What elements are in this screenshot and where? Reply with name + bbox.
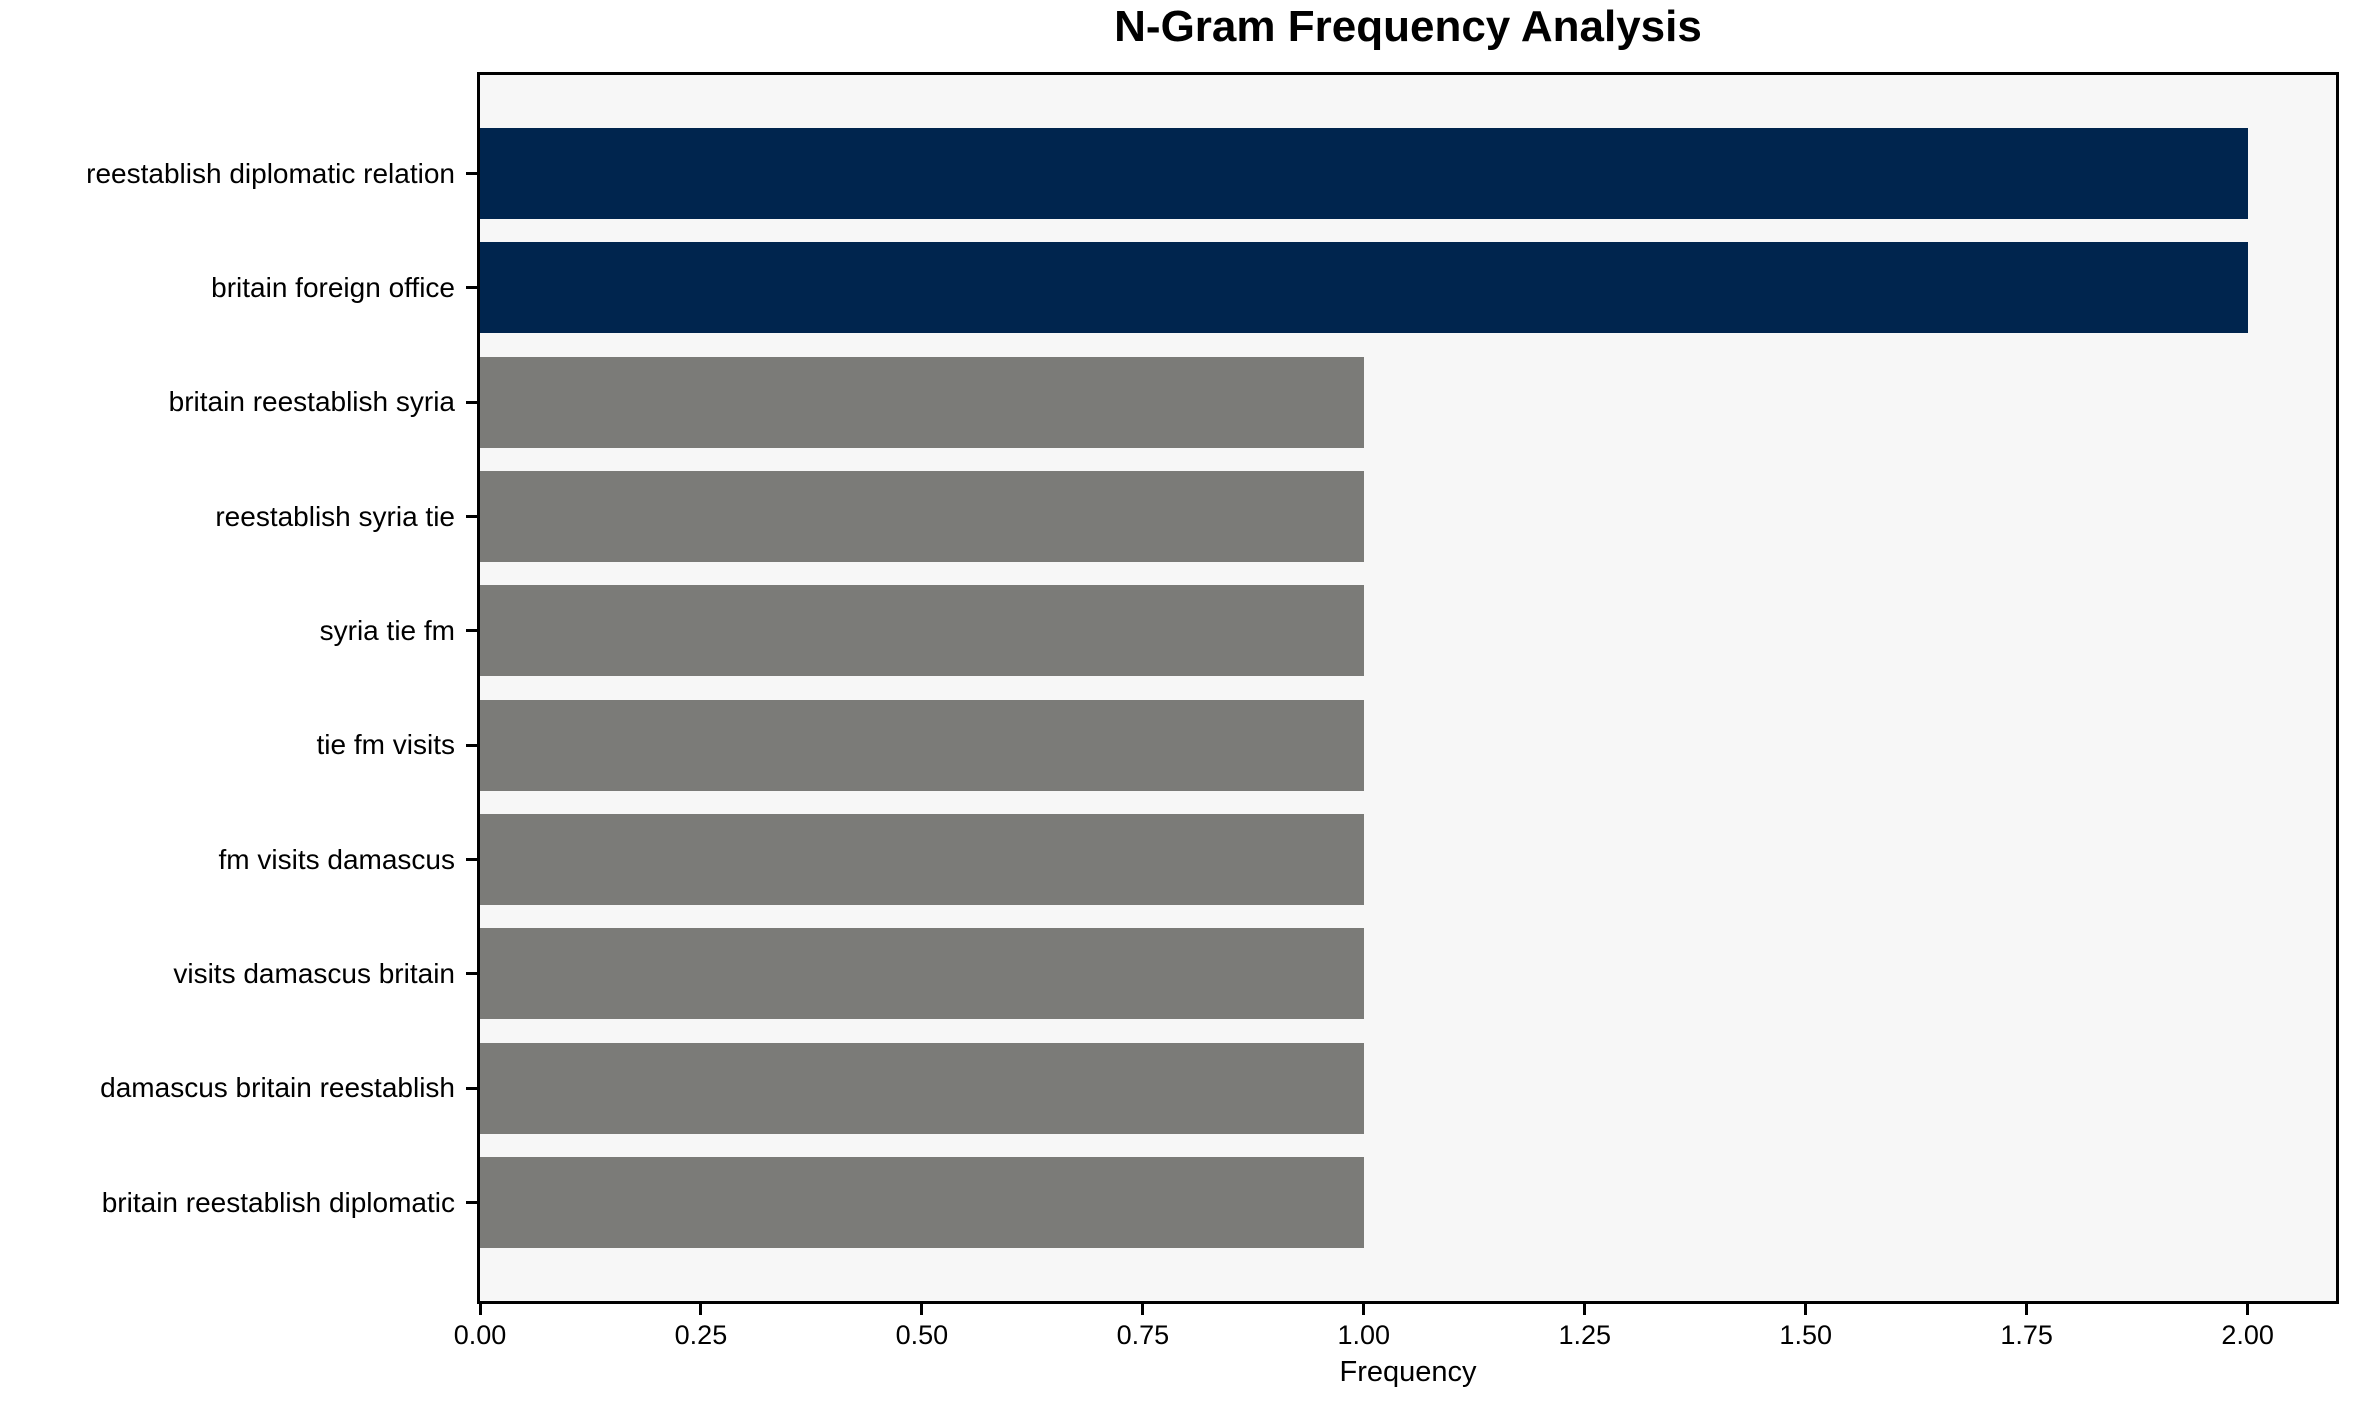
- x-tick-label: 0.75: [1116, 1320, 1170, 1350]
- y-tick-label: britain reestablish syria: [168, 386, 455, 418]
- x-tick-label: 1.25: [1558, 1320, 1612, 1350]
- y-tick-mark: [466, 629, 477, 633]
- bar: [480, 128, 2248, 219]
- x-tick-label: 1.75: [2000, 1320, 2053, 1350]
- x-tick-mark: [920, 1302, 924, 1315]
- bar: [480, 1157, 1364, 1248]
- x-tick-label: 0.00: [453, 1320, 507, 1350]
- y-tick-mark: [466, 400, 477, 404]
- x-tick-mark: [2246, 1302, 2250, 1315]
- y-tick-label: visits damascus britain: [173, 957, 455, 989]
- bar: [480, 1042, 1364, 1134]
- y-tick-mark: [466, 515, 477, 518]
- chart-title: N-Gram Frequency Analysis: [1114, 2, 1702, 51]
- bar: [480, 585, 1364, 677]
- x-tick-mark: [1141, 1302, 1145, 1315]
- bar: [480, 928, 1364, 1020]
- x-tick-label: 2.00: [2221, 1320, 2274, 1350]
- y-tick-label: damascus britain reestablish: [100, 1072, 455, 1104]
- bar: [480, 814, 1364, 905]
- y-tick-mark: [466, 972, 477, 976]
- x-tick-label: 1.50: [1779, 1320, 1832, 1350]
- x-tick-mark: [478, 1302, 482, 1315]
- x-tick-mark: [1804, 1302, 1808, 1315]
- y-tick-mark: [466, 743, 477, 747]
- x-tick-label: 0.25: [674, 1320, 728, 1350]
- bar: [480, 242, 2248, 334]
- bar: [480, 471, 1364, 562]
- y-tick-label: tie fm visits: [316, 729, 455, 761]
- x-tick-mark: [1583, 1302, 1587, 1315]
- bar: [480, 356, 1364, 448]
- y-tick-label: reestablish syria tie: [215, 500, 455, 532]
- x-tick-mark: [1362, 1302, 1366, 1315]
- y-tick-label: reestablish diplomatic relation: [86, 157, 455, 189]
- y-tick-mark: [466, 172, 477, 175]
- y-tick-label: syria tie fm: [319, 614, 455, 646]
- bar: [480, 699, 1364, 791]
- x-axis-label: Frequency: [1339, 1356, 1477, 1388]
- y-tick-label: britain foreign office: [211, 271, 455, 303]
- y-tick-mark: [466, 1201, 477, 1204]
- y-tick-mark: [466, 286, 477, 290]
- x-tick-mark: [2025, 1302, 2029, 1315]
- plot-area: [477, 72, 2339, 1304]
- y-tick-mark: [466, 1086, 477, 1090]
- x-tick-label: 1.00: [1337, 1320, 1391, 1350]
- y-tick-label: britain reestablish diplomatic: [101, 1186, 455, 1218]
- y-tick-mark: [466, 858, 477, 861]
- x-tick-label: 0.50: [895, 1320, 949, 1350]
- y-tick-label: fm visits damascus: [218, 843, 456, 875]
- x-tick-mark: [699, 1302, 703, 1315]
